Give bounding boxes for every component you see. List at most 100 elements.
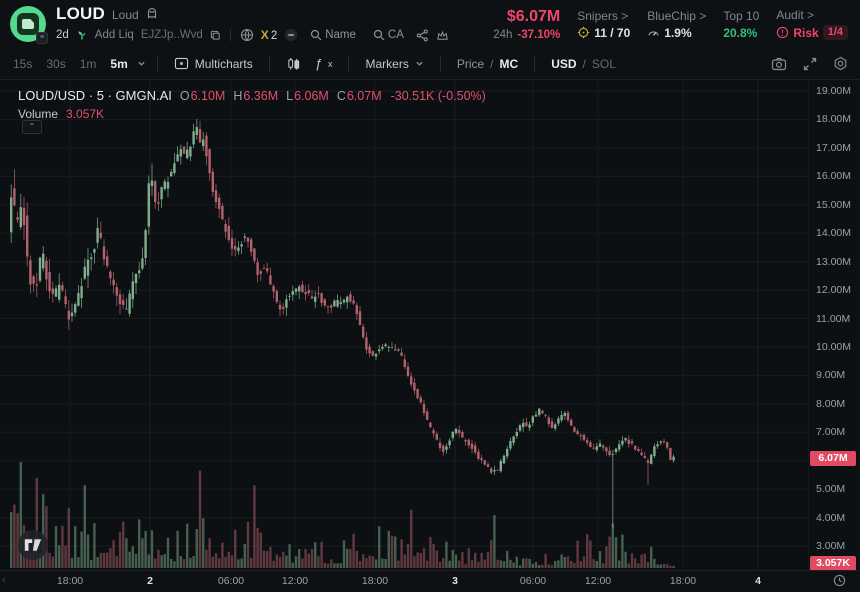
price-axis-label: 19.00M	[816, 85, 852, 97]
close-value: 6.07M	[346, 89, 382, 103]
markers-dropdown[interactable]: Markers	[360, 54, 428, 74]
tradingview-logo[interactable]	[18, 530, 48, 560]
risk-value: Risk	[793, 25, 819, 40]
candlestick-chart-area[interactable]: 19.00M 18.00M 17.00M 16.00M 15.00M 14.00M 13.0…	[0, 80, 860, 571]
high-label: H	[233, 89, 243, 103]
globe-icon[interactable]	[240, 28, 254, 42]
price-axis-label: 9.00M	[816, 369, 846, 382]
fullscreen-expand-icon[interactable]	[803, 57, 817, 71]
divider	[229, 29, 231, 41]
token-header: ≡ LOUD Loud 2d	[0, 0, 860, 48]
snipers-label: Snipers >	[577, 8, 629, 23]
share-icon[interactable]	[416, 29, 429, 42]
time-axis-label: 3	[452, 575, 458, 587]
usd-option: USD	[551, 56, 577, 71]
last-price-badge: 6.07M	[810, 451, 856, 467]
crown-icon[interactable]	[436, 29, 449, 42]
token-address[interactable]: EJZJp..Wvd	[140, 29, 203, 41]
price-axis-label: 18.00M	[816, 113, 852, 126]
bluechip-value: 1.9%	[664, 25, 692, 40]
time-axis-label: 18:00	[56, 575, 84, 587]
risk-warning-icon	[776, 26, 789, 39]
volume-legend: Volume 3.057K	[18, 107, 104, 121]
timezone-clock-icon[interactable]	[833, 574, 846, 587]
snipers-value: 11 / 70	[594, 25, 631, 40]
divider	[439, 55, 441, 72]
search-ca-button[interactable]: CA	[368, 26, 409, 44]
price-axis-label: 8.00M	[816, 397, 846, 410]
open-value: 6.10M	[190, 89, 226, 103]
search-icon	[310, 29, 322, 41]
market-cap-value: $6.07M	[506, 7, 561, 25]
price-axis-label: 14.00M	[816, 227, 852, 240]
price-axis-label: 10.00M	[816, 340, 852, 353]
volume-value: 3.057K	[66, 107, 105, 121]
time-axis-label: 4	[755, 575, 761, 587]
divider	[156, 55, 158, 72]
multicharts-button[interactable]: Multicharts	[169, 54, 258, 74]
audit-stat[interactable]: Audit > Risk 1/4	[776, 8, 848, 40]
divider	[268, 55, 270, 72]
scroll-left-arrow-icon[interactable]: ‹	[2, 574, 6, 586]
markers-label: Markers	[365, 56, 409, 71]
chart-title: LOUD/USD · 5 · GMGN.AI	[18, 88, 172, 103]
price-axis-label: 15.00M	[816, 198, 852, 211]
exchange-badge-icon: ≡	[36, 32, 48, 44]
add-liq-label[interactable]: Add Liq	[94, 29, 134, 41]
token-logo[interactable]: ≡	[10, 6, 48, 44]
bluechip-label: BlueChip >	[647, 8, 707, 23]
multicharts-label: Multicharts	[194, 56, 253, 71]
timeframe-15s[interactable]: 15s	[13, 56, 33, 71]
gauge-icon	[647, 26, 660, 39]
status-dot-icon[interactable]	[284, 28, 298, 42]
time-axis-label: 12:00	[584, 575, 612, 587]
token-stats: $6.07M 24h -37.10% Snipers > 11 / 70	[493, 8, 848, 41]
price-mc-toggle[interactable]: Price / MC	[452, 54, 523, 74]
time-axis-label: 18:00	[669, 575, 697, 587]
time-axis-label: 12:00	[281, 575, 309, 587]
settings-gear-icon[interactable]	[833, 56, 848, 71]
candlestick-chart[interactable]	[0, 80, 860, 570]
audit-label: Audit >	[776, 8, 815, 22]
bluechip-stat[interactable]: BlueChip > 1.9%	[647, 9, 706, 40]
time-axis[interactable]: ‹ 18:00 2 06:00 12:00 18:00 3 06:00 12:00 18:00 4	[0, 570, 860, 592]
slash: /	[490, 56, 494, 71]
timeframe-1m[interactable]: 1m	[79, 56, 97, 71]
chevron-down-icon[interactable]	[137, 59, 146, 68]
candles-style-icon[interactable]	[281, 54, 306, 74]
timeframe-30s[interactable]: 30s	[46, 56, 66, 71]
mc-option: MC	[499, 56, 519, 71]
top10-value: 20.8%	[723, 25, 758, 40]
change-value: -30.51K (-0.50%)	[390, 89, 486, 103]
search-name-button[interactable]: Name	[305, 26, 361, 44]
price-axis-label: 17.00M	[816, 141, 852, 154]
low-value: 6.06M	[294, 89, 329, 103]
market-cap-stat: $6.07M 24h -37.10%	[493, 8, 560, 41]
price-axis-label: 3.00M	[816, 540, 846, 552]
usd-sol-toggle[interactable]: USD / SOL	[546, 54, 621, 74]
sol-option: SOL	[591, 56, 616, 71]
token-symbol: LOUD	[56, 4, 105, 23]
timeframe-5m[interactable]: 5m	[110, 56, 128, 71]
top10-stat[interactable]: Top 10 20.8%	[723, 9, 759, 40]
snipers-stat[interactable]: Snipers > 11 / 70	[577, 9, 630, 40]
x-twitter-icon: X	[260, 28, 269, 42]
price-axis-label: 13.00M	[816, 255, 852, 268]
legend-collapse-button[interactable]: ⌃	[22, 120, 42, 134]
price-axis-label: 4.00M	[816, 511, 846, 524]
multicharts-icon	[174, 57, 189, 70]
token-logo-glyph	[22, 19, 34, 29]
price-axis-label: 12.00M	[816, 284, 852, 297]
token-name: Loud	[111, 8, 139, 22]
price-axis[interactable]: 19.00M 18.00M 17.00M 16.00M 15.00M 14.00M 13.0…	[808, 80, 860, 570]
price-axis-label: 7.00M	[816, 426, 846, 439]
chevron-down-icon	[415, 59, 424, 68]
copy-icon[interactable]	[210, 30, 221, 41]
camera-screenshot-icon[interactable]	[771, 57, 787, 71]
x-count: 2	[270, 30, 278, 42]
period-label: 24h	[493, 28, 513, 41]
time-axis-label: 2	[147, 575, 153, 587]
